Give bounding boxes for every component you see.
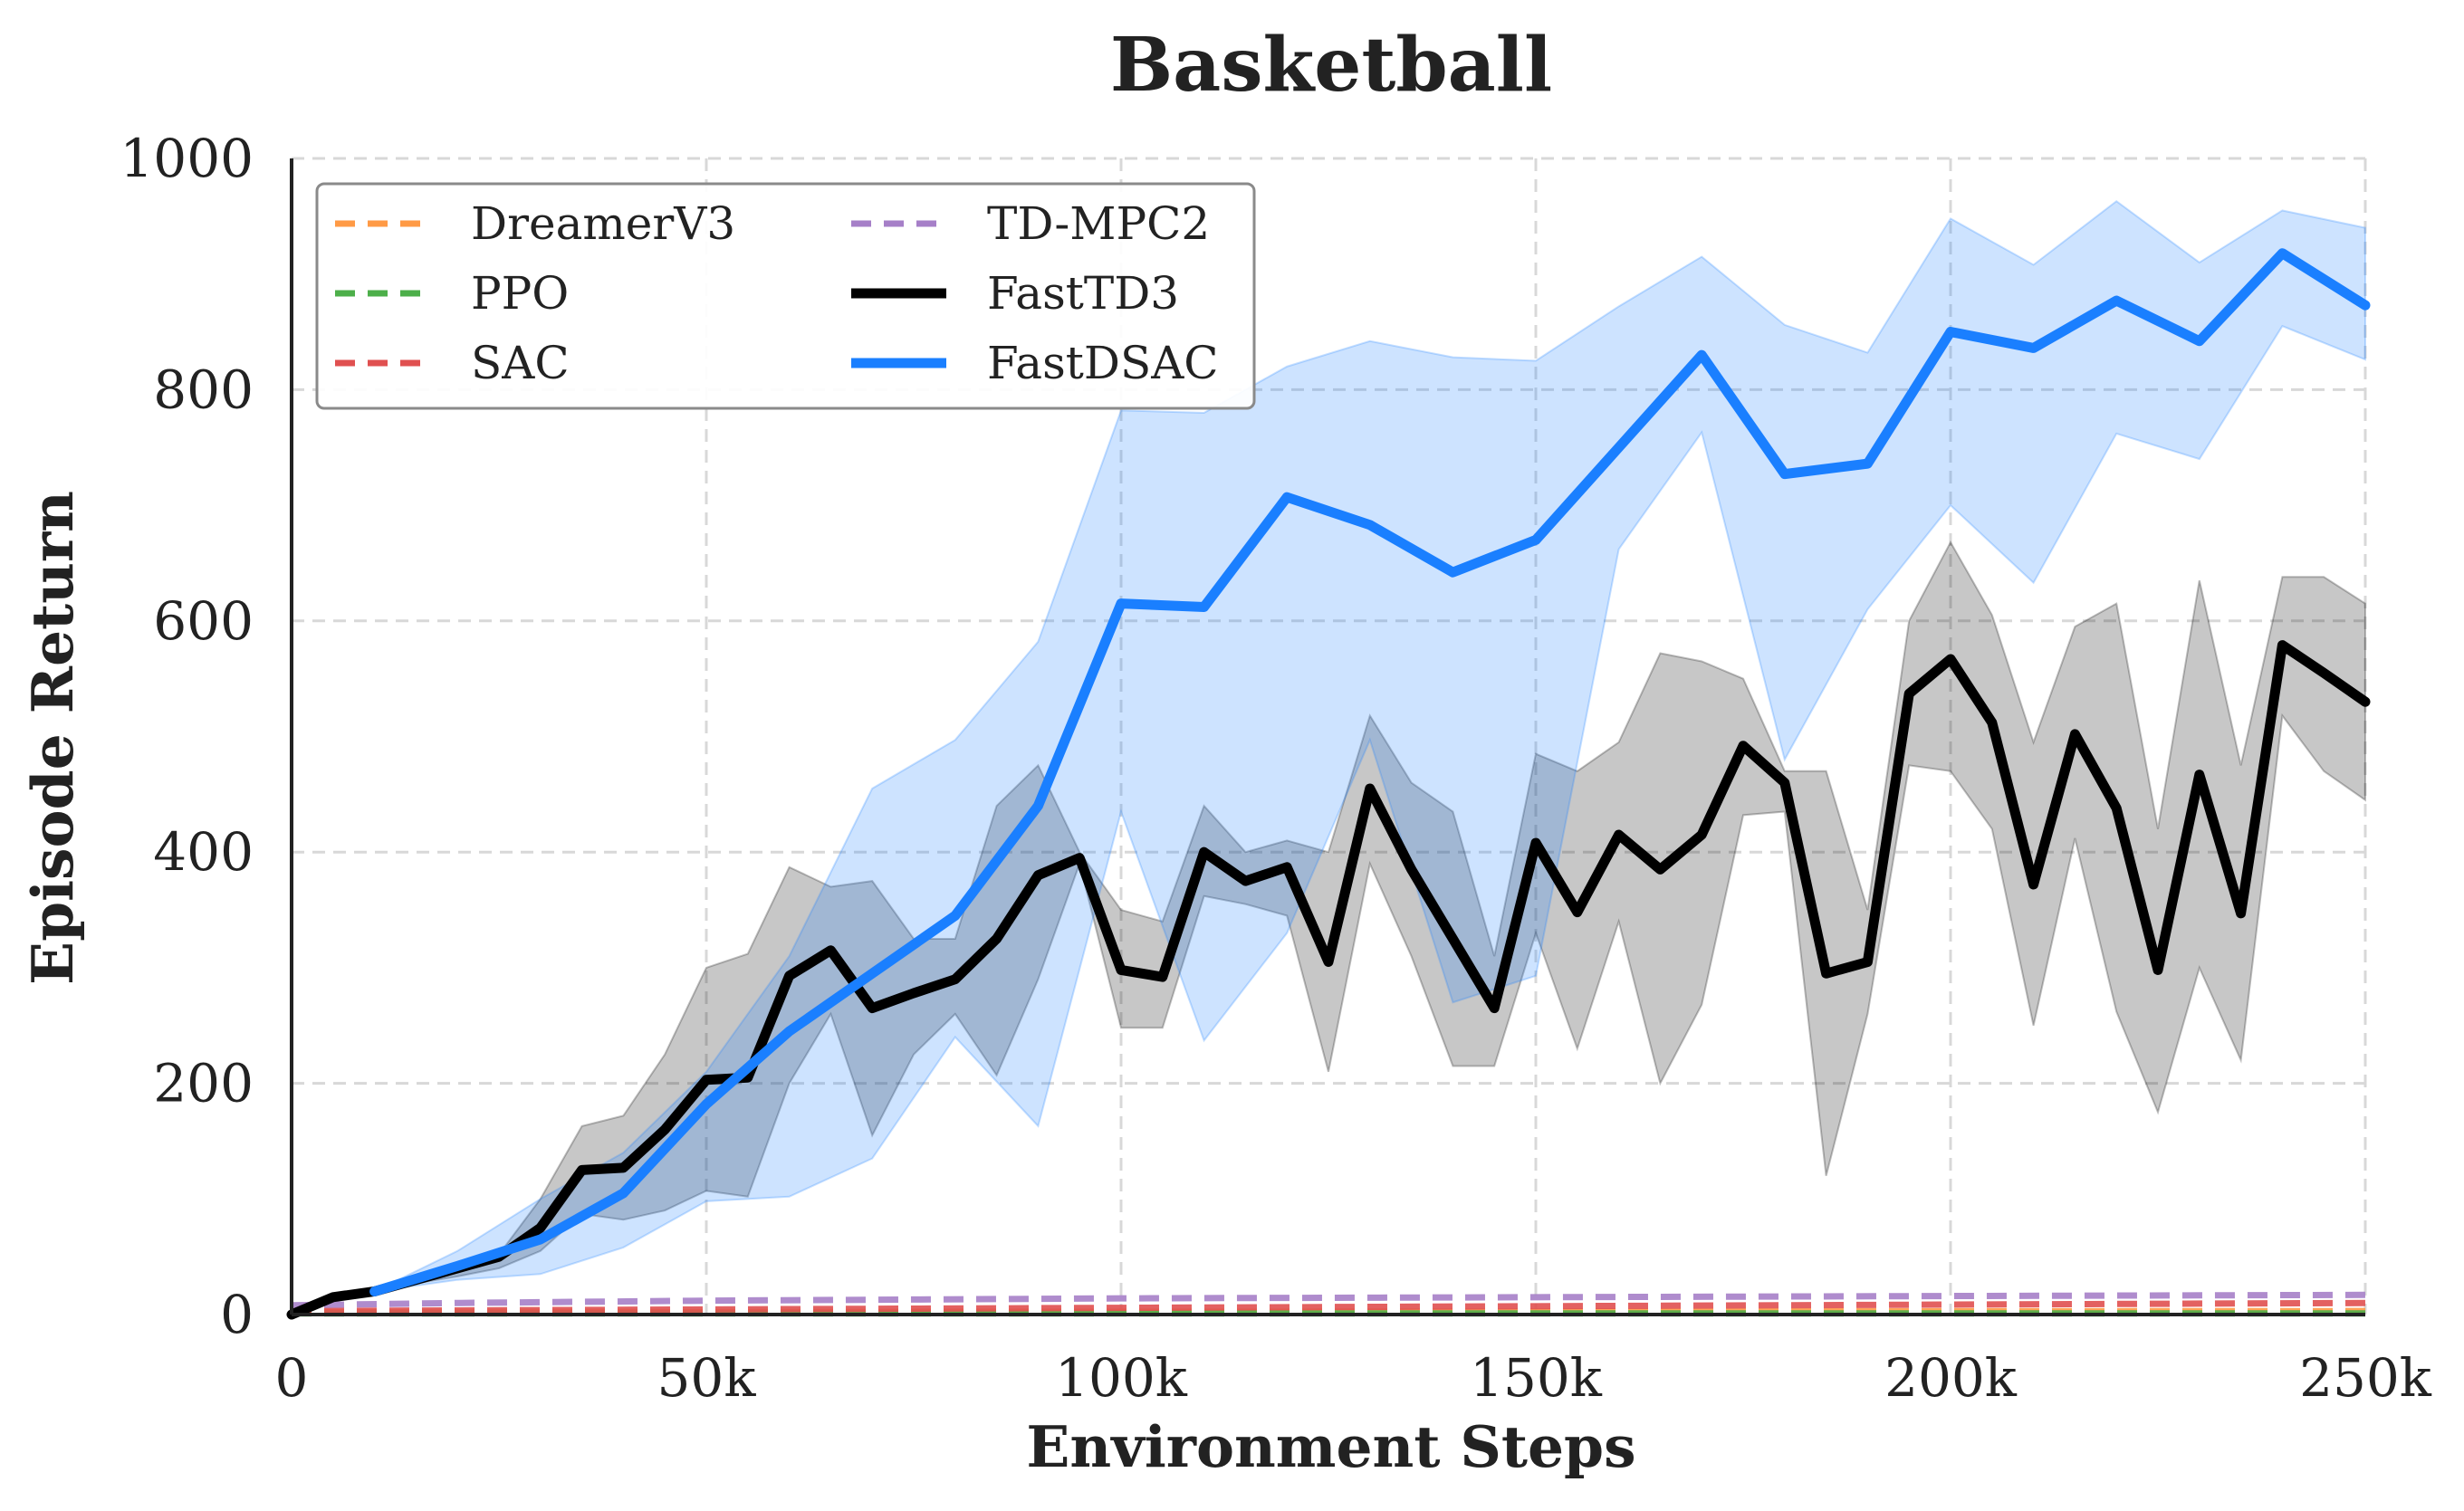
legend-item-fastdsac: FastDSAC — [851, 337, 1219, 389]
x-tick-label: 150k — [1470, 1347, 1603, 1409]
legend-item-ppo: PPO — [335, 267, 569, 320]
series-line-fastdsac — [369, 248, 2371, 1296]
legend-label: SAC — [471, 337, 570, 389]
legend-item-sac: SAC — [335, 337, 570, 389]
legend-item-dreamerv3: DreamerV3 — [335, 197, 735, 250]
tick-layer: 0 50k 100k 150k 200k 250k 0 200 400 600 800 1000 — [120, 128, 2431, 1409]
y-tick-label: 200 — [153, 1053, 254, 1114]
legend-label: FastDSAC — [987, 337, 1219, 389]
x-tick-label: 50k — [657, 1347, 757, 1409]
x-tick-label: 0 — [275, 1347, 309, 1409]
legend-label: FastTD3 — [987, 267, 1179, 320]
series-line-td-mpc2 — [291, 1291, 2366, 1309]
y-tick-label: 800 — [153, 359, 254, 420]
axis-layer — [290, 158, 2365, 1316]
y-axis-label: Episode Return — [19, 491, 86, 985]
legend-item-td-mpc2: TD-MPC2 — [851, 197, 1210, 250]
x-axis-label: Environment Steps — [1026, 1413, 1635, 1480]
x-tick-label: 100k — [1055, 1347, 1188, 1409]
series-line-fasttd3 — [286, 640, 2371, 1320]
legend-label: DreamerV3 — [471, 197, 735, 250]
legend: DreamerV3 PPO SAC TD-MPC2 FastTD3 FastDSAC — [315, 182, 1256, 410]
y-tick-label: 600 — [153, 590, 254, 652]
y-tick-label: 400 — [153, 821, 254, 883]
legend-label: PPO — [471, 267, 569, 320]
legend-label: TD-MPC2 — [987, 197, 1210, 250]
band-fastdsac — [374, 199, 2366, 1293]
y-tick-label: 0 — [220, 1284, 254, 1345]
legend-frame — [315, 182, 1256, 410]
legend-item-fasttd3: FastTD3 — [851, 267, 1179, 320]
series-line-sac — [291, 1299, 2366, 1315]
y-tick-label: 1000 — [120, 128, 254, 189]
x-tick-label: 250k — [2299, 1347, 2432, 1409]
chart-title: Basketball — [1110, 22, 1552, 109]
x-tick-label: 200k — [1884, 1347, 2018, 1409]
